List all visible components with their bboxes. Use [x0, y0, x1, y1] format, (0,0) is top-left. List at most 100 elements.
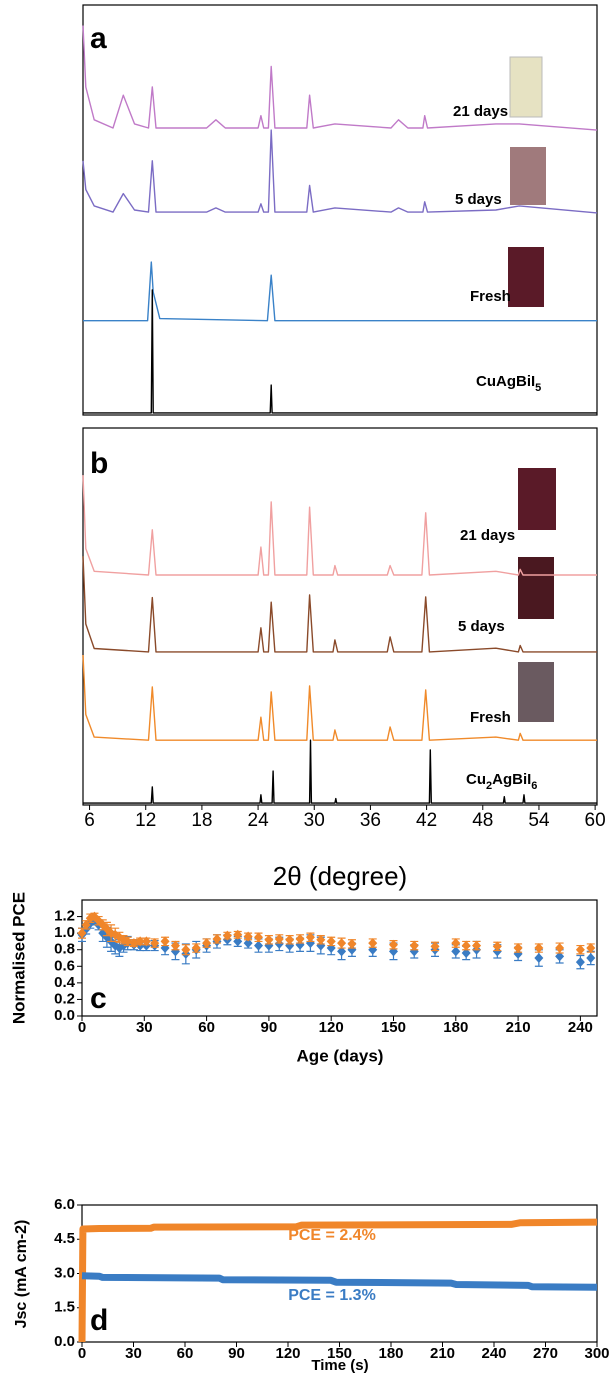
x-tick-label: 180 — [443, 1019, 468, 1036]
marker — [254, 932, 264, 943]
marker — [575, 944, 585, 955]
marker — [586, 953, 596, 963]
marker — [513, 943, 523, 954]
x-tick-label: 300 — [584, 1345, 609, 1362]
marker — [347, 944, 357, 955]
marker — [575, 957, 585, 968]
marker — [222, 930, 232, 941]
marker — [254, 940, 264, 951]
marker — [430, 941, 440, 952]
marker — [233, 929, 243, 940]
series-label: 5 days — [455, 191, 502, 208]
marker — [409, 946, 419, 957]
x-tick-label: 60 — [198, 1019, 215, 1036]
x-tick-label: 240 — [481, 1345, 506, 1362]
sample-photos — [508, 56, 556, 722]
marker — [212, 933, 222, 944]
photo — [508, 247, 544, 307]
x-tick-label: 24 — [248, 810, 270, 831]
x-tick-label: 54 — [528, 810, 550, 831]
marker — [337, 938, 347, 949]
marker — [274, 933, 284, 944]
marker — [285, 940, 295, 951]
marker — [77, 928, 87, 939]
x-tick-label: 120 — [319, 1019, 344, 1036]
marker — [555, 951, 565, 962]
series-label: CuAgBiI5 — [476, 373, 541, 394]
marker — [461, 948, 471, 959]
panel-label: b — [90, 447, 108, 480]
marker — [135, 936, 145, 947]
marker — [243, 938, 253, 949]
series-line — [82, 654, 597, 741]
x-axis-label: Age (days) — [297, 1046, 384, 1065]
x-tick-label: 30 — [304, 810, 325, 831]
x-tick-label: 0 — [78, 1019, 86, 1036]
series-line — [81, 1272, 598, 1291]
x-tick-label: 12 — [135, 810, 156, 831]
photo — [510, 147, 546, 205]
marker — [555, 943, 565, 954]
y-axis-label: Normalised PCE — [9, 892, 28, 1024]
series-line — [83, 261, 597, 322]
series-label: Fresh — [470, 709, 511, 726]
y-tick-label: 0.4 — [54, 974, 76, 991]
marker — [492, 941, 502, 952]
series-line — [78, 1218, 598, 1343]
y-tick-label: 0.6 — [54, 957, 75, 974]
marker — [534, 943, 544, 954]
panel-label: a — [90, 22, 107, 55]
x-tick-label: 270 — [533, 1345, 558, 1362]
x-tick-label: 210 — [506, 1019, 531, 1036]
series-line — [82, 556, 597, 653]
y-tick-label: 6.0 — [54, 1196, 75, 1213]
x-tick-label: 150 — [327, 1345, 352, 1362]
plot-frame — [81, 899, 598, 1017]
y-tick-label: 0.8 — [54, 941, 75, 958]
marker — [316, 934, 326, 945]
x-tick-label: 90 — [228, 1345, 245, 1362]
plot-frame — [82, 427, 598, 806]
plot-frame — [82, 4, 598, 416]
x-tick-label: 120 — [275, 1345, 300, 1362]
annotation: PCE = 1.3% — [288, 1287, 376, 1304]
marker — [150, 938, 160, 949]
marker — [461, 940, 471, 951]
marker — [305, 932, 315, 943]
marker — [368, 938, 378, 949]
annotation: PCE = 2.4% — [288, 1227, 376, 1244]
series-label: 21 days — [460, 527, 515, 544]
x-tick-label: 30 — [125, 1345, 142, 1362]
x-tick-label: 42 — [416, 810, 437, 831]
marker — [326, 936, 336, 947]
y-tick-label: 1.5 — [54, 1299, 75, 1316]
x-tick-label: 90 — [261, 1019, 278, 1036]
y-tick-label: 4.5 — [54, 1230, 75, 1247]
y-tick-label: 0.2 — [54, 990, 75, 1007]
y-tick-label: 0.0 — [54, 1007, 75, 1024]
marker — [337, 946, 347, 957]
marker — [409, 940, 419, 951]
series-label: Fresh — [470, 288, 511, 305]
marker — [264, 940, 274, 951]
photo — [518, 662, 554, 722]
x-tick-label: 36 — [360, 810, 381, 831]
y-axis-label: Jsc (mA cm-2) — [13, 1220, 30, 1329]
marker — [129, 938, 139, 949]
marker — [191, 943, 201, 954]
marker — [285, 934, 295, 945]
x-tick-label: 18 — [191, 810, 212, 831]
series-label: 21 days — [453, 103, 508, 120]
marker — [534, 953, 544, 963]
marker — [451, 938, 461, 949]
marker — [233, 936, 243, 947]
x-axis-label: Time (s) — [311, 1357, 368, 1374]
x-axis-label: 2θ (degree) — [273, 861, 407, 891]
x-tick-label: 0 — [78, 1345, 86, 1362]
x-tick-label: 150 — [381, 1019, 406, 1036]
series-line — [83, 289, 597, 414]
series-label: Cu2AgBiI6 — [466, 771, 537, 792]
x-tick-label: 6 — [84, 810, 95, 831]
marker — [170, 946, 180, 957]
